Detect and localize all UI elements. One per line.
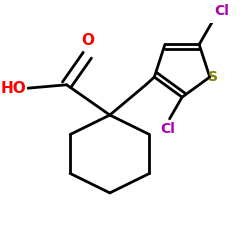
Text: Cl: Cl — [161, 122, 176, 136]
Text: O: O — [81, 33, 94, 48]
Text: Cl: Cl — [214, 4, 229, 18]
Text: S: S — [208, 70, 218, 84]
Text: HO: HO — [1, 81, 26, 96]
